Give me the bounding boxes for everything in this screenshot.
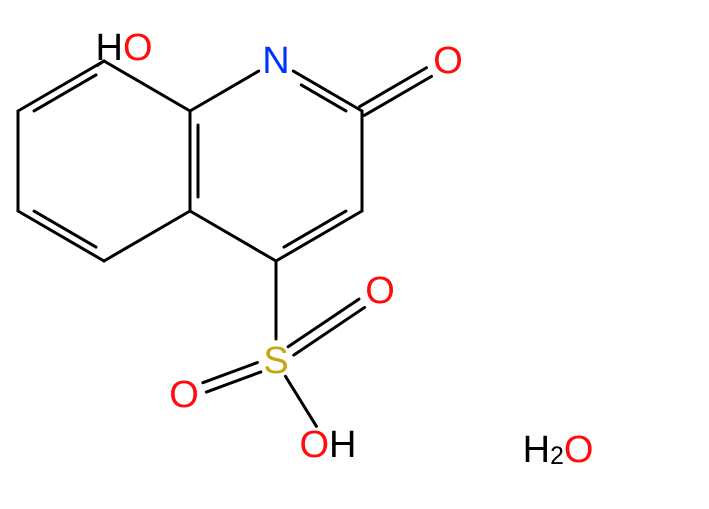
- atom-label-S: S: [263, 340, 288, 382]
- atom-label-N5: N: [262, 40, 289, 82]
- atom-label-O4: OH: [299, 424, 356, 466]
- molecule-canvas: N O S O O OH HO H2O: [0, 0, 709, 509]
- atom-label-O3: O: [169, 374, 199, 416]
- atom-label-O2: O: [365, 270, 395, 312]
- atom-label-O1: O: [433, 40, 463, 82]
- atom-label-O5: HO: [95, 27, 152, 69]
- atom-label-H2O: H2O: [523, 429, 594, 471]
